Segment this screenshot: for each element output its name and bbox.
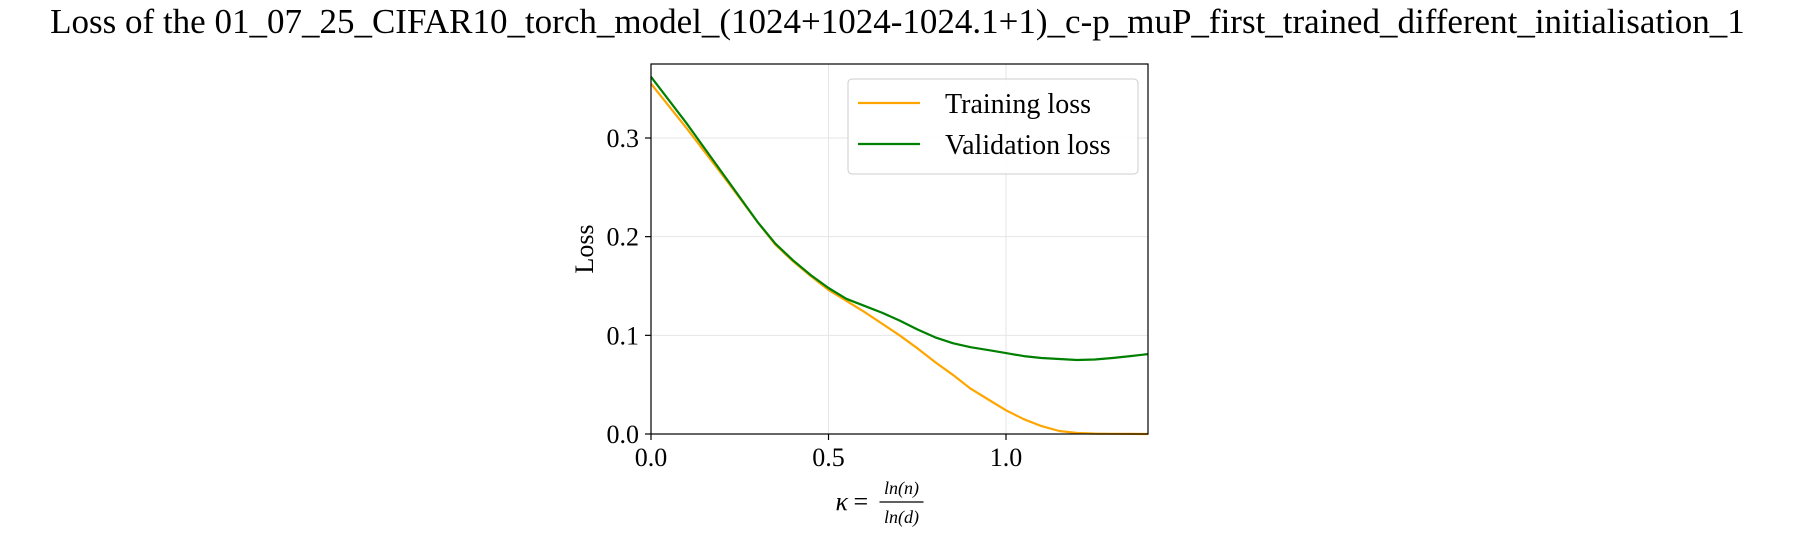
series-line-validation-loss — [650, 76, 1149, 362]
y-tick-label: 0.3 — [607, 124, 640, 153]
x-axis-label-equals: = — [854, 487, 869, 516]
y-tick-label: 0.0 — [607, 420, 640, 449]
y-axis-label: Loss — [570, 224, 599, 273]
x-axis-label-denominator: ln(d) — [884, 507, 919, 528]
x-axis-label-numerator: ln(n) — [884, 478, 919, 499]
x-tick-label: 0.5 — [812, 443, 845, 472]
x-axis-label: κ = ln(n) ln(d) — [836, 478, 924, 528]
y-tick-label: 0.1 — [607, 321, 640, 350]
legend-box — [847, 78, 1139, 175]
series-layer — [650, 76, 1149, 436]
x-tick-label: 1.0 — [990, 443, 1023, 472]
legend-label-training-loss: Training loss — [945, 89, 1091, 120]
axis-ticks: 0.0 0.5 1.0 0.0 0.1 0.2 0.3 — [607, 124, 1023, 472]
legend: Training loss Validation loss — [847, 78, 1139, 175]
plot-frame — [650, 63, 1149, 435]
y-tick-label: 0.2 — [607, 223, 640, 252]
chart-title: Loss of the 01_07_25_CIFAR10_torch_model… — [50, 2, 1745, 41]
x-tick-label: 0.0 — [635, 443, 668, 472]
x-axis-label-symbol: κ — [836, 487, 849, 516]
legend-label-validation-loss: Validation loss — [945, 130, 1111, 161]
